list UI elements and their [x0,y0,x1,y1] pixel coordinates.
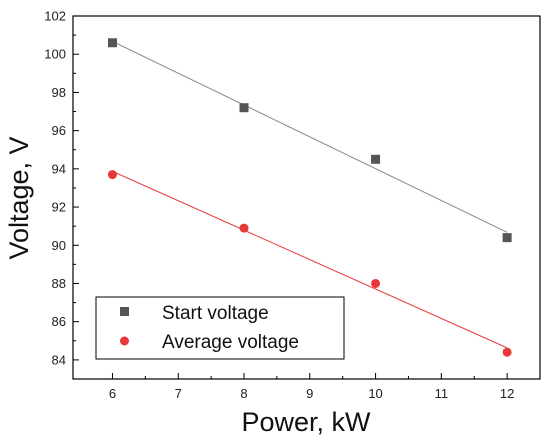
legend: Start voltage Average voltage [95,296,345,360]
data-points [107,38,512,357]
data-point-start-voltage [502,233,512,243]
x-tick-label: 8 [240,386,247,401]
data-point-average-voltage [502,347,512,357]
y-tick-label: 96 [52,123,66,138]
y-axis-ticks: 84 86 88 90 92 94 96 98 100 102 [44,9,79,367]
fit-line-series-1 [112,170,508,349]
y-tick-label: 98 [52,85,66,100]
x-tick-label: 9 [306,386,313,401]
y-tick-label: 90 [52,238,66,253]
y-tick-label: 86 [52,314,66,329]
x-axis-ticks: 6 7 8 9 10 11 12 [109,373,514,401]
data-point-start-voltage [371,154,381,164]
y-tick-label: 84 [52,352,66,367]
y-tick-label: 92 [52,200,66,215]
legend-marker-average-voltage [120,336,129,346]
x-axis-label: Power, kW [241,407,371,437]
y-tick-label: 100 [44,47,66,62]
legend-box [95,296,345,360]
data-point-start-voltage [239,103,249,113]
legend-marker-start-voltage [120,307,129,316]
x-tick-label: 10 [368,386,382,401]
x-tick-label: 7 [175,386,182,401]
legend-label-average-voltage: Average voltage [162,332,299,353]
x-tick-label: 11 [435,386,449,401]
data-point-average-voltage [371,278,381,288]
x-tick-label: 6 [109,386,116,401]
y-axis-label: Voltage, V [4,136,34,259]
y-tick-label: 88 [52,276,66,291]
fit-line-series-0 [112,40,508,233]
legend-label-start-voltage: Start voltage [162,303,269,324]
fit-lines [112,40,508,349]
x-tick-label: 12 [500,386,514,401]
plot-frame [72,15,541,380]
y-tick-label: 94 [52,161,66,176]
data-point-start-voltage [107,38,117,48]
data-point-average-voltage [239,223,249,233]
y-tick-label: 102 [44,9,66,24]
data-point-average-voltage [107,170,117,180]
